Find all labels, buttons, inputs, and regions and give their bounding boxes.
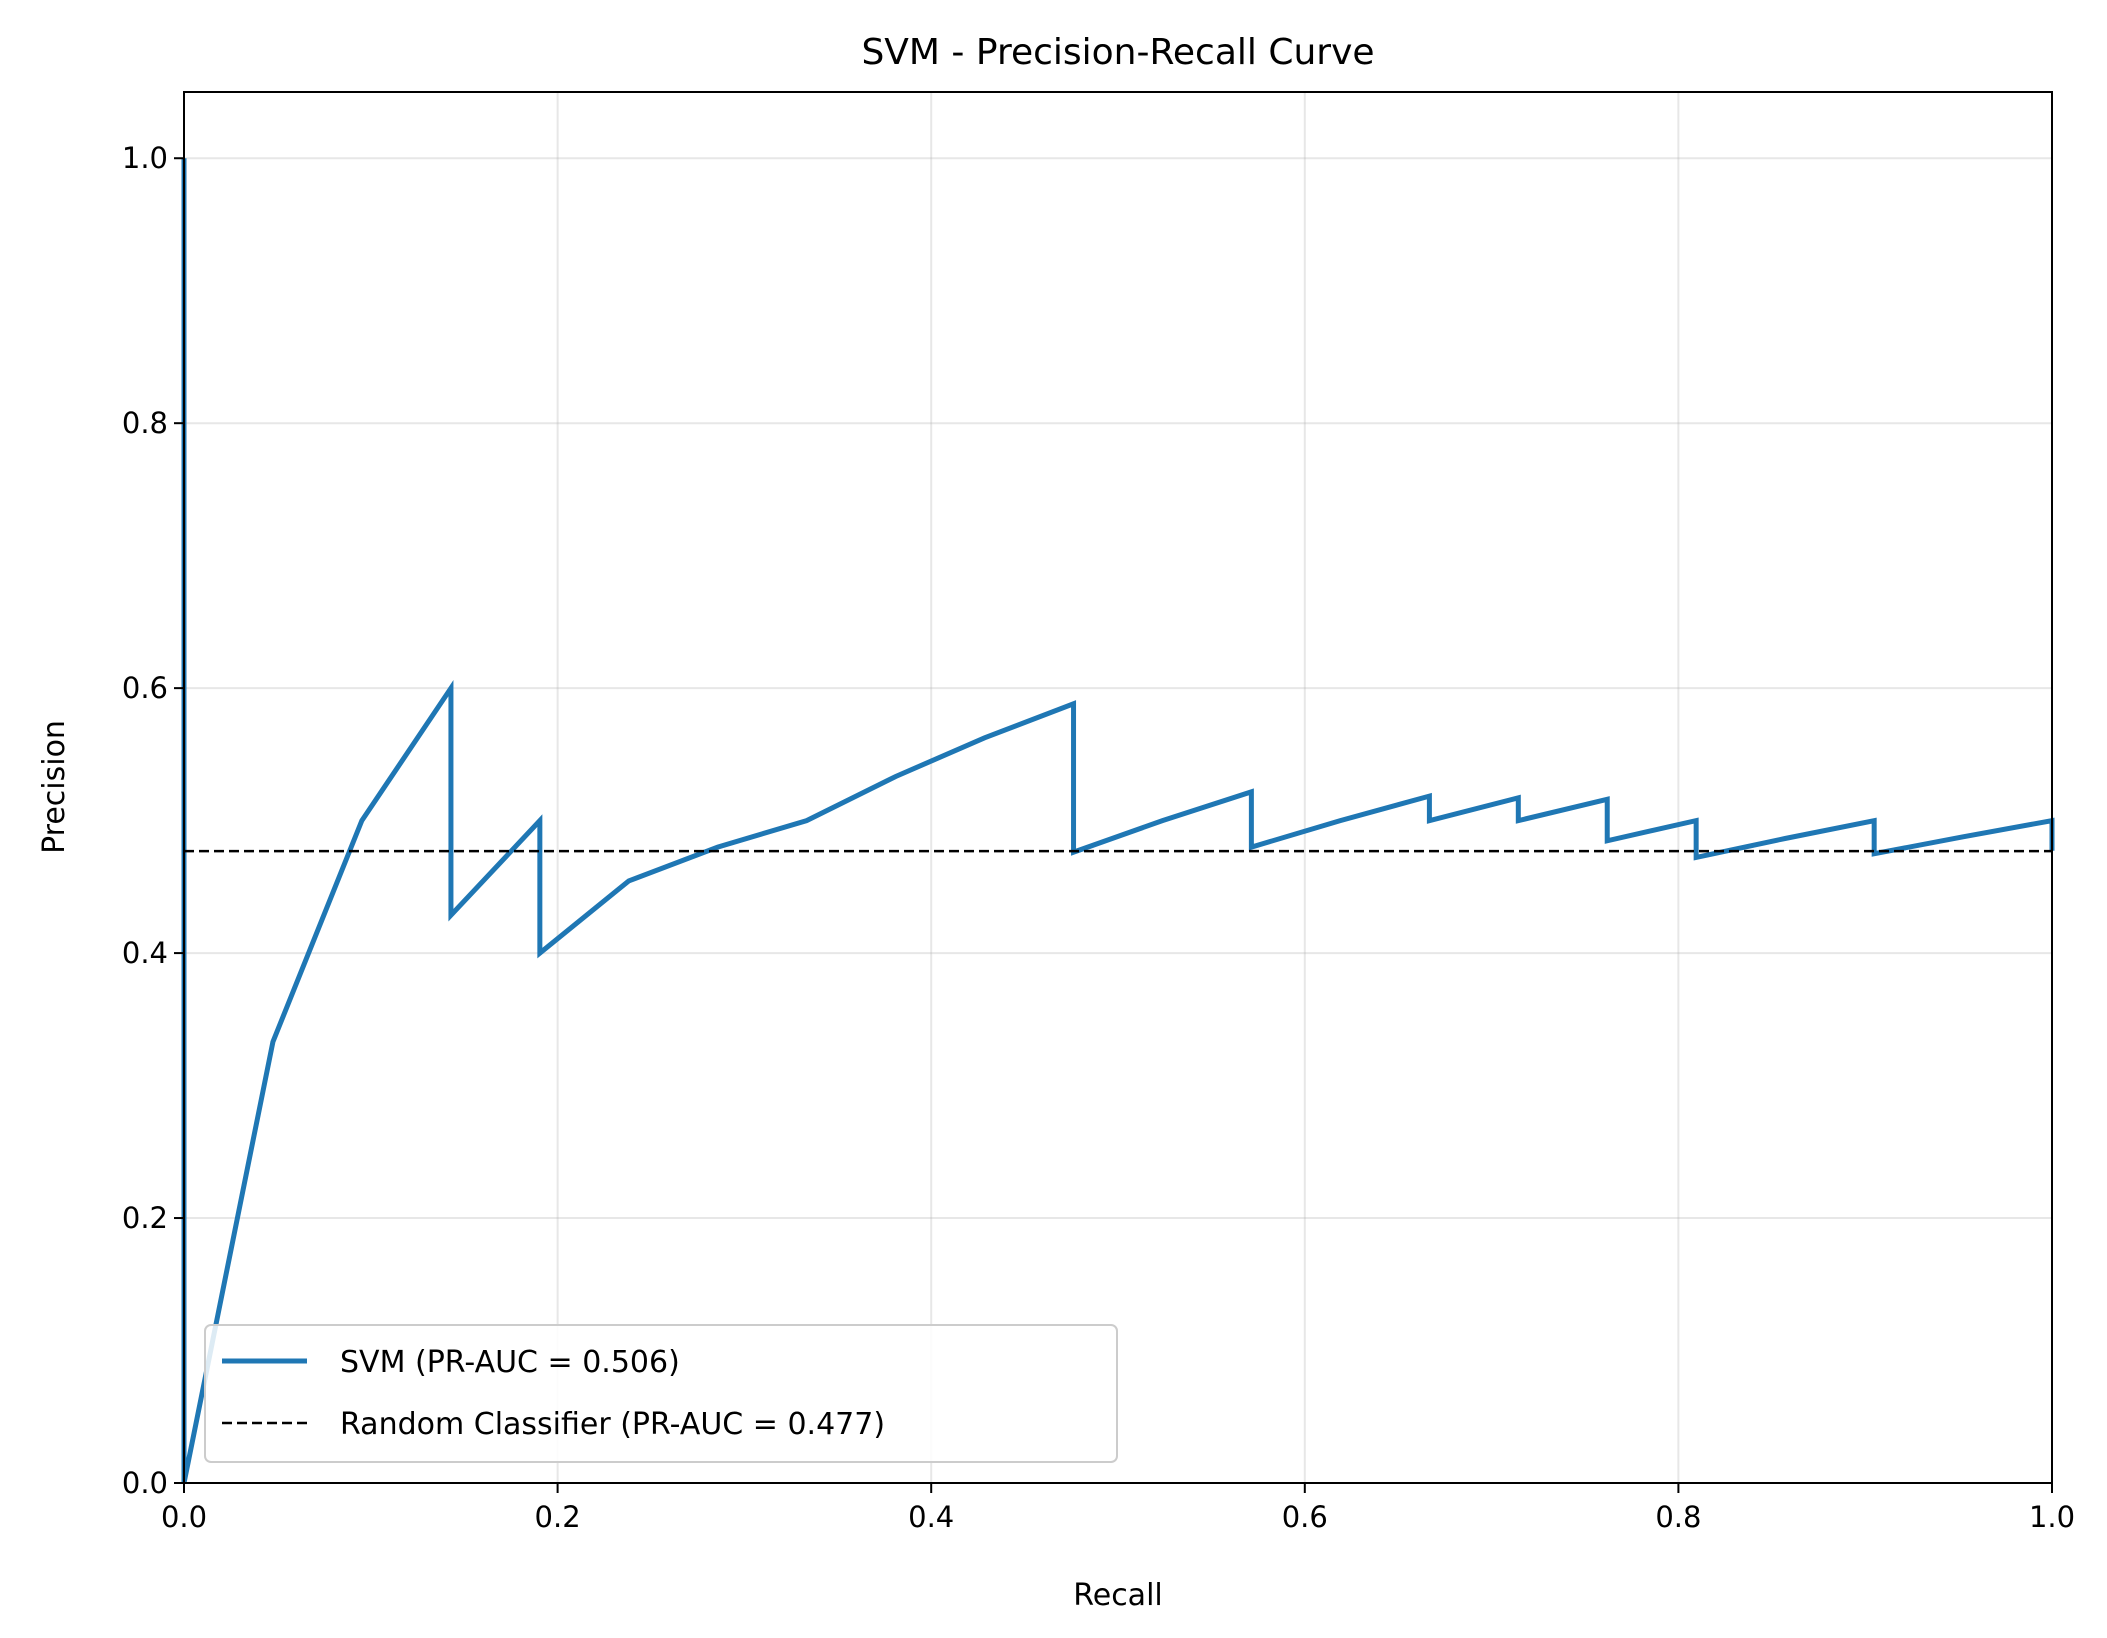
y-tick-label: 0.4	[122, 936, 168, 970]
legend: SVM (PR-AUC = 0.506) Random Classifier (…	[204, 1324, 1118, 1463]
plot-lines	[181, 158, 2055, 1484]
y-tick-label: 1.0	[122, 141, 168, 175]
plot-frame	[183, 91, 2053, 1484]
y-tick-label: 0.8	[122, 406, 168, 440]
x-tick-label: 0.2	[535, 1500, 581, 1534]
x-tick-label: 1.0	[2029, 1500, 2075, 1534]
y-tick-label: 0.2	[122, 1201, 168, 1235]
legend-box	[204, 1324, 1118, 1463]
grid	[183, 92, 2053, 1484]
x-tick-label: 0.8	[1655, 1500, 1701, 1534]
chart-title: SVM - Precision-Recall Curve	[861, 32, 1374, 73]
x-tick-label: 0.0	[161, 1500, 207, 1534]
x-axis-title: Recall	[1073, 1578, 1163, 1613]
y-tick-label: 0.0	[122, 1466, 168, 1500]
legend-label-svm: SVM (PR-AUC = 0.506)	[340, 1345, 680, 1380]
y-tick-label: 0.6	[122, 671, 168, 705]
x-tick-label: 0.6	[1282, 1500, 1328, 1534]
y-axis-title: Precision	[37, 720, 72, 854]
x-tick-label: 0.4	[908, 1500, 954, 1534]
legend-label-random: Random Classifier (PR-AUC = 0.477)	[340, 1407, 885, 1442]
axis-ticks: 0.0 0.2 0.4 0.6 0.8 1.0 0.0 0.2 0.4 0.6 0.8 1.0	[122, 141, 2075, 1534]
svm-curve	[181, 158, 2055, 1484]
